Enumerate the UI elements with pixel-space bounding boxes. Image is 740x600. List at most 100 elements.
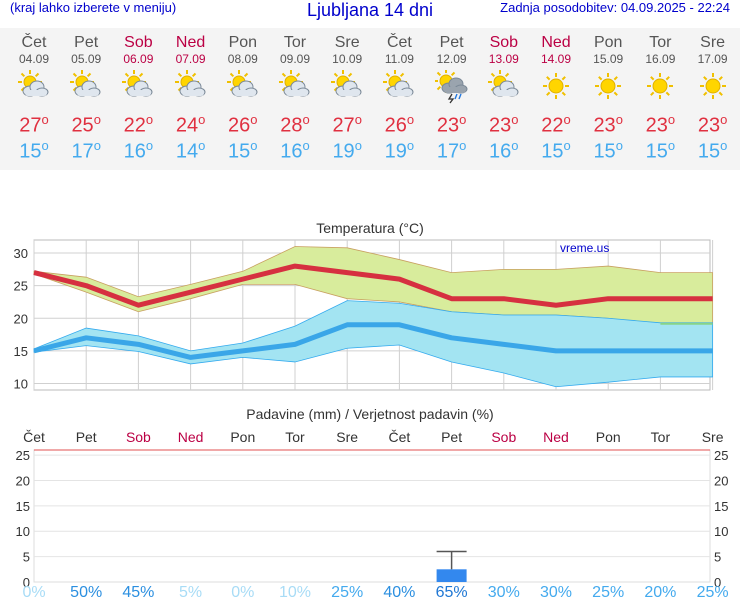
max-temperature: 23o <box>593 112 623 137</box>
precipitation-y-tick-left: 5 <box>23 550 30 565</box>
min-temperature: 15o <box>593 138 623 163</box>
temperature-y-tick: 15 <box>14 344 28 359</box>
precipitation-day-label: Tor <box>285 429 305 445</box>
day-name: Čet <box>21 34 47 51</box>
day-name: Pet <box>439 34 464 51</box>
min-temperature: 17o <box>71 138 101 163</box>
partly-cloudy-icon <box>373 70 425 106</box>
precipitation-plot-area <box>33 449 711 583</box>
precipitation-y-tick-right: 5 <box>714 550 721 565</box>
precipitation-day-label: Pet <box>76 429 97 445</box>
precipitation-y-tick-right: 25 <box>714 448 728 463</box>
day-date: 08.09 <box>227 52 258 66</box>
day-column: Pon 15.09 23o 15o <box>582 28 634 164</box>
sunny-icon <box>687 70 739 106</box>
precipitation-day-label: Pon <box>230 429 255 445</box>
day-name: Pon <box>593 34 623 51</box>
sunny-icon <box>634 70 686 106</box>
precipitation-day-label: Sob <box>491 429 516 445</box>
day-date: 17.09 <box>697 52 728 66</box>
day-name: Čet <box>386 34 412 51</box>
day-name: Pon <box>228 34 258 51</box>
precipitation-y-tick-left: 20 <box>16 473 30 488</box>
precipitation-day-label: Čet <box>389 429 411 445</box>
precipitation-y-tick-right: 20 <box>714 473 728 488</box>
day-name: Ned <box>541 34 571 51</box>
precipitation-bar <box>436 569 467 582</box>
max-temperature: 23o <box>489 112 519 137</box>
day-date: 15.09 <box>593 52 624 66</box>
temperature-y-tick: 10 <box>14 376 28 391</box>
precipitation-probability-label: 65% <box>436 584 468 600</box>
max-temperature: 25o <box>71 112 101 137</box>
max-temperature: 27o <box>332 112 362 137</box>
min-temperature-line <box>33 322 713 360</box>
day-column: Sob 13.09 23o 16o <box>478 28 530 164</box>
min-temperature: 19o <box>332 138 362 163</box>
day-name: Sre <box>334 34 360 51</box>
sunny-icon <box>530 70 582 106</box>
precipitation-day-label: Ned <box>543 429 569 445</box>
precipitation-probability-label: 40% <box>383 584 415 600</box>
partly-cloudy-icon <box>321 70 373 106</box>
partly-cloudy-icon <box>112 70 164 106</box>
day-column: Ned 07.09 24o 14o <box>165 28 217 164</box>
day-name: Sob <box>489 34 519 51</box>
temperature-y-tick: 20 <box>14 311 28 326</box>
min-temperature: 15o <box>541 138 571 163</box>
day-column: Pet 12.09 23o 17o <box>426 28 478 164</box>
day-column: Čet 11.09 26o 19o <box>373 28 425 164</box>
min-temperature-range-band <box>33 300 713 388</box>
daily-forecast-strip: Čet 04.09 27o 15o Pet 05.09 25o 17o Sob 06.09 22o 1… <box>0 28 740 170</box>
precipitation-day-label: Pon <box>596 429 621 445</box>
precipitation-day-label: Pet <box>441 429 462 445</box>
precipitation-probability-label: 5% <box>179 584 202 600</box>
precipitation-probability-label: 10% <box>279 584 311 600</box>
precipitation-probability-label: 45% <box>122 584 154 600</box>
day-date: 10.09 <box>332 52 363 66</box>
day-name: Pet <box>74 34 99 51</box>
day-date: 14.09 <box>540 52 572 66</box>
min-temperature: 15o <box>228 138 258 163</box>
max-temperature-line <box>33 263 713 308</box>
partly-cloudy-icon <box>8 70 60 106</box>
precipitation-day-label: Sre <box>702 429 724 445</box>
min-temperature: 17o <box>436 138 467 163</box>
precipitation-y-tick-right: 10 <box>714 524 728 539</box>
day-date: 11.09 <box>384 52 414 66</box>
precipitation-y-tick-right: 0 <box>714 575 721 590</box>
day-date: 13.09 <box>488 52 519 66</box>
max-temperature: 23o <box>436 112 467 137</box>
temperature-y-tick: 25 <box>14 279 28 294</box>
temperature-y-tick: 30 <box>14 246 28 261</box>
range-overlap-band <box>660 322 713 325</box>
min-temperature: 16o <box>489 138 519 163</box>
temperature-chart-title: Temperatura (°C) <box>316 220 424 236</box>
day-column: Pon 08.09 26o 15o <box>217 28 269 164</box>
precipitation-probability-label: 25% <box>697 584 729 600</box>
precipitation-y-tick-left: 10 <box>16 524 30 539</box>
partly-cloudy-icon <box>60 70 112 106</box>
day-column: Sre 17.09 23o 15o <box>687 28 739 164</box>
min-temperature: 14o <box>175 138 206 163</box>
precipitation-probability-label: 0% <box>231 584 254 600</box>
day-column: Pet 05.09 25o 17o <box>60 28 112 164</box>
day-name: Ned <box>175 34 206 51</box>
last-update: Zadnja posodobitev: 04.09.2025 - 22:24 <box>500 0 730 15</box>
precipitation-day-label: Čet <box>23 429 45 445</box>
max-temperature: 27o <box>19 112 49 137</box>
day-column: Sre 10.09 27o 19o <box>321 28 373 164</box>
max-temperature: 26o <box>384 112 415 137</box>
precipitation-day-label: Sre <box>336 429 358 445</box>
precipitation-probability-label: 25% <box>592 584 624 600</box>
sunny-icon <box>582 70 634 106</box>
day-date: 06.09 <box>123 52 154 66</box>
max-temperature: 22o <box>541 112 571 137</box>
precipitation-y-tick-left: 25 <box>16 448 30 463</box>
precipitation-probability-label: 20% <box>644 584 676 600</box>
location-menu-hint[interactable]: (kraj lahko izberete v meniju) <box>10 0 177 15</box>
max-temperature: 26o <box>228 112 258 137</box>
max-temperature: 22o <box>123 112 154 137</box>
precipitation-day-label: Ned <box>178 429 204 445</box>
partly-cloudy-icon <box>269 70 321 106</box>
